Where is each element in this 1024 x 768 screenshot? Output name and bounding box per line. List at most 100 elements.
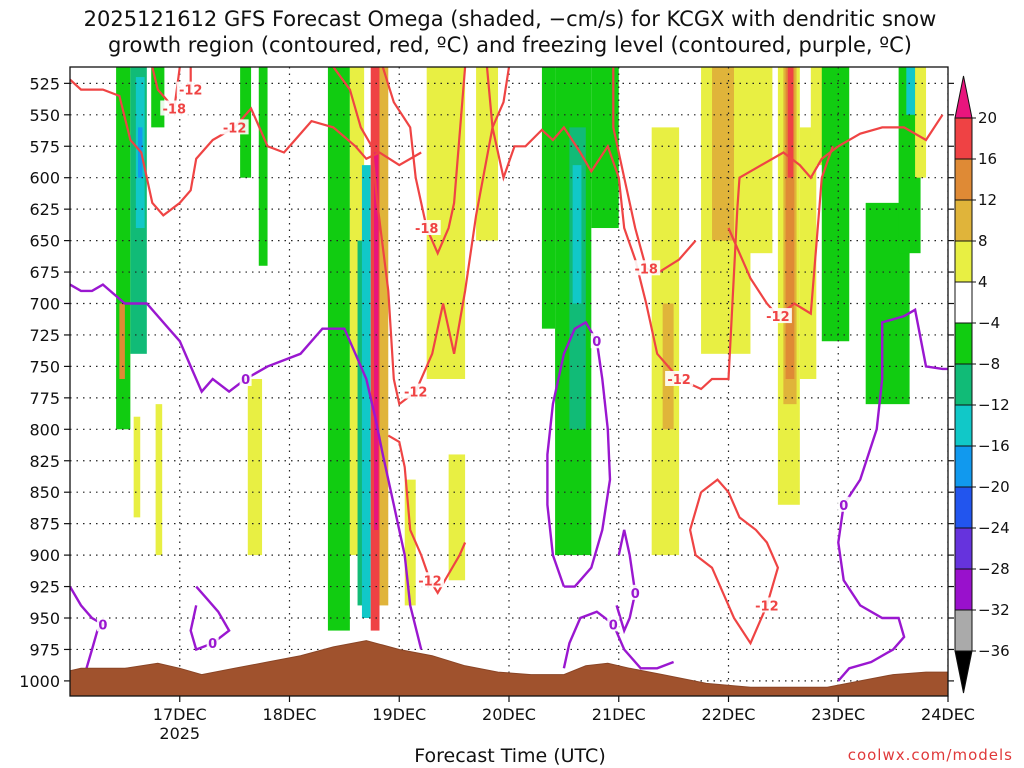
x-tick-label: 19DEC [372,705,426,724]
contour-label-bg [401,383,430,399]
omega-shade-region [133,416,141,518]
y-tick-label: 800 [29,420,60,439]
omega-shade-region [787,67,794,178]
x-tick-label: 18DEC [263,705,317,724]
colorbar-label: 8 [978,232,988,250]
colorbar-label: −16 [978,437,1010,455]
colorbar-bin [954,609,973,652]
omega-shade-region [906,67,916,115]
colorbar-label: −20 [978,478,1010,496]
omega-shade-region [247,378,263,556]
contour-label-bg [752,597,781,613]
y-tick-label: 975 [29,640,60,659]
y-tick-label: 675 [29,263,60,282]
omega-shade-region [591,67,619,229]
contour-label-bg [590,333,603,349]
x-tick-label: 20DEC [482,705,536,724]
contour-label-bg [206,635,219,651]
dgz-contour-label: -18 [163,103,187,118]
dgz-contour-line [387,434,467,595]
colorbar-label: −8 [978,355,1000,373]
colorbar-bin [954,445,973,488]
dgz-contour-label: -12 [667,373,691,388]
y-tick-label: 600 [29,169,60,188]
omega-shade-region [915,67,927,178]
y-tick-label: 625 [29,200,60,219]
dgz-contour-label: -12 [404,386,428,401]
omega-shade-region [327,67,350,631]
omega-shade-region [404,479,416,606]
freezing-level-contour-line [837,307,948,682]
y-tick-label: 950 [29,609,60,628]
contour-label-bg [629,584,642,600]
omega-shade-region [712,67,734,241]
y-tick-label: 1000 [19,672,60,691]
colorbar-bin [954,117,973,160]
contour-label-bg [665,370,694,386]
omega-shade-region [799,127,817,379]
dgz-contour-label: -12 [418,574,442,589]
plot-area: -12 -12 -12 -12 -18 -18 -18 -12 -12 -12 0 0 0 0 0 0 0 525… [19,66,975,743]
plot-inner: -12 -12 -12 -12 -18 -18 -18 -12 -12 -12 0 0 0 0 0 0 0 [70,67,948,696]
colorbar-bin [954,363,973,406]
dgz-contour-label: -12 [766,310,790,325]
omega-shade-region [119,303,125,379]
colorbar-bin [954,281,973,324]
colorbar-label: 4 [978,273,988,291]
dgz-contour-label: -18 [634,262,658,277]
contour-label-bg [607,616,620,632]
omega-shade-region [541,67,556,329]
y-tick-label: 650 [29,232,60,251]
colorbar-bin [954,158,973,201]
colorbar-bin [954,199,973,242]
contour-label-bg [220,119,249,135]
contour-label-bg [763,308,792,324]
freezing-contour-label: 0 [241,373,250,388]
freezing-contour-label: 0 [839,499,848,514]
dgz-contour-label: -12 [179,84,203,99]
x-axis-label: Forecast Time (UTC) [414,745,605,767]
y-tick-label: 525 [29,74,60,93]
colorbar-label: 12 [978,191,997,209]
dgz-contour-line [612,67,697,275]
contour-label-bg [239,370,252,386]
y-tick-label: 725 [29,326,60,345]
colorbar-label: 16 [978,150,997,168]
y-tick-label: 850 [29,483,60,502]
freezing-level-contour-line [189,585,231,652]
y-tick-label: 825 [29,452,60,471]
contour-label-bg [160,100,189,116]
y-tick-label: 775 [29,389,60,408]
freezing-contour-label: 0 [98,618,107,633]
omega-shade-region [151,67,165,128]
contour-label-bg [632,260,661,276]
dgz-contour-label: -12 [755,599,779,614]
colorbar-bottom-arrow [954,650,973,694]
freezing-contour-label: 0 [208,637,217,652]
colorbar-bin [954,527,973,570]
omega-shade-region [448,454,466,581]
y-tick-label: 575 [29,137,60,156]
credit-text: coolwx.com/models [848,746,1013,764]
omega-shade-region [155,404,163,556]
contour-label-bg [176,81,205,97]
contour-label-bg [415,572,444,588]
x-tick-label: 17DEC [153,705,207,724]
contour-label-bg [837,496,850,512]
omega-shade-region [572,165,582,304]
x-tick-sublabel: 2025 [159,724,200,743]
omega-shade-region [785,67,795,379]
x-tick-label: 23DEC [811,705,865,724]
colorbar-bin [954,404,973,447]
colorbar-bin [954,322,973,365]
colorbar-label: −12 [978,396,1010,414]
colorbar-bin [954,568,973,611]
colorbar-label: 20 [978,109,997,127]
colorbar-label: −32 [978,601,1010,619]
colorbar-label: −24 [978,519,1010,537]
freezing-contour-label: 0 [631,587,640,602]
y-tick-label: 700 [29,295,60,314]
y-tick-label: 925 [29,578,60,597]
x-tick-label: 21DEC [592,705,646,724]
freezing-contour-label: 0 [592,335,601,350]
